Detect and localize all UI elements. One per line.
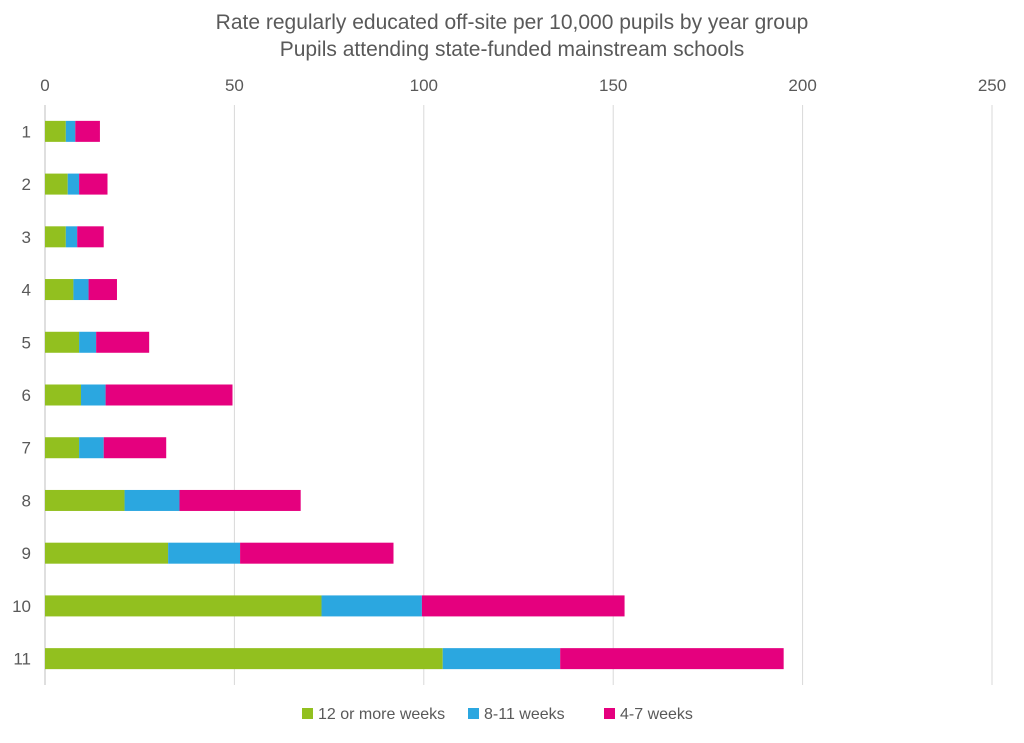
x-tick-label: 50	[225, 76, 244, 95]
bar-segment	[168, 542, 241, 564]
bar-segment	[73, 279, 89, 301]
y-tick-label: 6	[22, 386, 31, 405]
y-tick-label: 11	[13, 650, 31, 669]
y-tick-label: 3	[22, 228, 31, 247]
bar-segment	[421, 595, 625, 617]
bar-segment	[45, 648, 443, 670]
bar-segment	[240, 542, 394, 564]
x-tick-label: 0	[40, 76, 49, 95]
bar-segment	[77, 226, 104, 248]
y-axis-tick-labels: 1 2 3 4 5 6 7 8 9 10 11	[12, 122, 31, 668]
legend-swatch	[604, 708, 615, 719]
y-tick-label: 9	[22, 544, 31, 563]
bar-segment	[75, 120, 100, 142]
bar-segment	[67, 173, 80, 195]
bar-segment	[321, 595, 422, 617]
y-tick-label: 2	[22, 175, 31, 194]
legend-swatch	[302, 708, 313, 719]
bar-segment	[88, 279, 117, 301]
bar-segment	[442, 648, 561, 670]
x-tick-label: 100	[410, 76, 438, 95]
y-tick-label: 10	[12, 597, 31, 616]
bar-segment	[560, 648, 784, 670]
bar-segment	[79, 437, 104, 459]
bar-segment	[45, 542, 169, 564]
legend-label: 12 or more weeks	[318, 706, 445, 723]
chart-title: Rate regularly educated off-site per 10,…	[216, 11, 809, 34]
gridlines	[44, 105, 993, 685]
x-tick-label: 250	[978, 76, 1006, 95]
chart-subtitle: Pupils attending state-funded mainstream…	[280, 38, 745, 61]
bar-segment	[65, 226, 78, 248]
y-tick-label: 1	[22, 122, 31, 141]
bar-segment	[45, 120, 66, 142]
y-tick-label: 7	[22, 439, 31, 458]
bar-segment	[65, 120, 76, 142]
y-tick-label: 4	[22, 281, 31, 300]
x-axis-tick-labels: 0 50 100 150 200 250	[40, 76, 1006, 95]
bar-segment	[179, 489, 301, 511]
bar-segment	[79, 331, 97, 353]
legend-label: 4-7 weeks	[620, 706, 693, 723]
bar-segment	[96, 331, 150, 353]
bar-segment	[124, 489, 180, 511]
bar-segments	[45, 120, 784, 670]
x-tick-label: 150	[599, 76, 627, 95]
y-tick-label: 5	[22, 333, 31, 352]
bar-segment	[45, 595, 322, 617]
legend-label: 8-11 weeks	[484, 706, 565, 723]
bar-segment	[45, 489, 125, 511]
legend-swatch	[468, 708, 479, 719]
bar-segment	[45, 384, 81, 406]
legend: 12 or more weeks 8-11 weeks 4-7 weeks	[302, 706, 693, 723]
x-tick-label: 200	[788, 76, 816, 95]
y-tick-label: 8	[22, 491, 31, 510]
bar-segment	[45, 437, 80, 459]
bar-segment	[45, 173, 68, 195]
bar-segment	[105, 384, 233, 406]
bar-segment	[45, 331, 80, 353]
bar-segment	[80, 384, 106, 406]
bar-segment	[45, 279, 74, 301]
bar-segment	[45, 226, 66, 248]
bar-segment	[103, 437, 167, 459]
bar-segment	[79, 173, 108, 195]
